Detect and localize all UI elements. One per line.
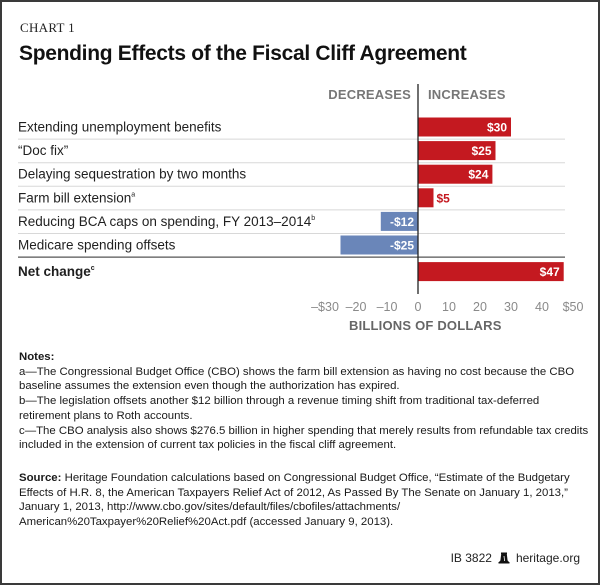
x-tick-label: –$30: [311, 300, 339, 314]
x-tick-label: 20: [473, 300, 487, 314]
bar-chart: Extending unemployment benefits $30 “Doc f…: [18, 84, 584, 314]
source-label: Source:: [19, 472, 62, 484]
category-label: Farm bill extensiona: [18, 190, 135, 205]
bar-value-label: $47: [540, 265, 560, 279]
bar: [340, 235, 418, 255]
bar-value-label: -$25: [390, 239, 414, 253]
increases-header: INCREASES: [428, 87, 506, 102]
x-tick-label: 10: [442, 300, 456, 314]
decreases-header: DECREASES: [328, 87, 411, 102]
bar: [418, 188, 434, 208]
source: Source: Heritage Foundation calculations…: [19, 471, 589, 530]
bar: [418, 164, 493, 184]
heritage-link[interactable]: heritage.org: [515, 551, 580, 565]
category-label: Net changec: [18, 264, 95, 279]
x-tick-label: 30: [504, 300, 518, 314]
x-tick-label: 40: [535, 300, 549, 314]
category-label: Delaying sequestration by two months: [18, 167, 246, 182]
x-tick-label: –10: [377, 300, 398, 314]
category-label: “Doc fix”: [18, 143, 68, 158]
bar-value-label: -$12: [390, 215, 414, 229]
bar-value-label: $25: [471, 144, 491, 158]
note-c: c—The CBO analysis also shows $276.5 bil…: [19, 424, 589, 452]
publication-id: IB 3822: [450, 551, 492, 565]
bar-value-label: $30: [487, 121, 507, 135]
bar-value-label: $24: [468, 168, 488, 182]
liberty-bell-icon: [498, 552, 510, 564]
note-b: b—The legislation offsets another $12 bi…: [19, 395, 540, 422]
x-tick-label: 0: [415, 300, 422, 314]
bar: [418, 117, 511, 137]
bar: [380, 211, 418, 231]
bar-value-label: $5: [437, 191, 451, 205]
x-axis-label: BILLIONS OF DOLLARS: [349, 318, 502, 333]
notes: Notes: a—The Congressional Budget Office…: [19, 350, 589, 453]
category-label: Medicare spending offsets: [18, 238, 176, 253]
category-label: Extending unemployment benefits: [18, 120, 222, 135]
note-a: a—The Congressional Budget Office (CBO) …: [19, 365, 575, 393]
source-text: Heritage Foundation calculations based o…: [19, 472, 570, 529]
chart-kicker: CHART 1: [20, 20, 75, 35]
footer: IB 3822 heritage.org: [451, 551, 580, 565]
bar: [418, 141, 496, 161]
category-label: Reducing BCA caps on spending, FY 2013–2…: [18, 214, 315, 229]
chart-title: Spending Effects of the Fiscal Cliff Agr…: [19, 42, 467, 65]
x-tick-label: –20: [346, 300, 367, 314]
bar: [418, 262, 564, 282]
notes-heading: Notes:: [19, 351, 55, 363]
x-tick-label: $50: [563, 300, 584, 314]
